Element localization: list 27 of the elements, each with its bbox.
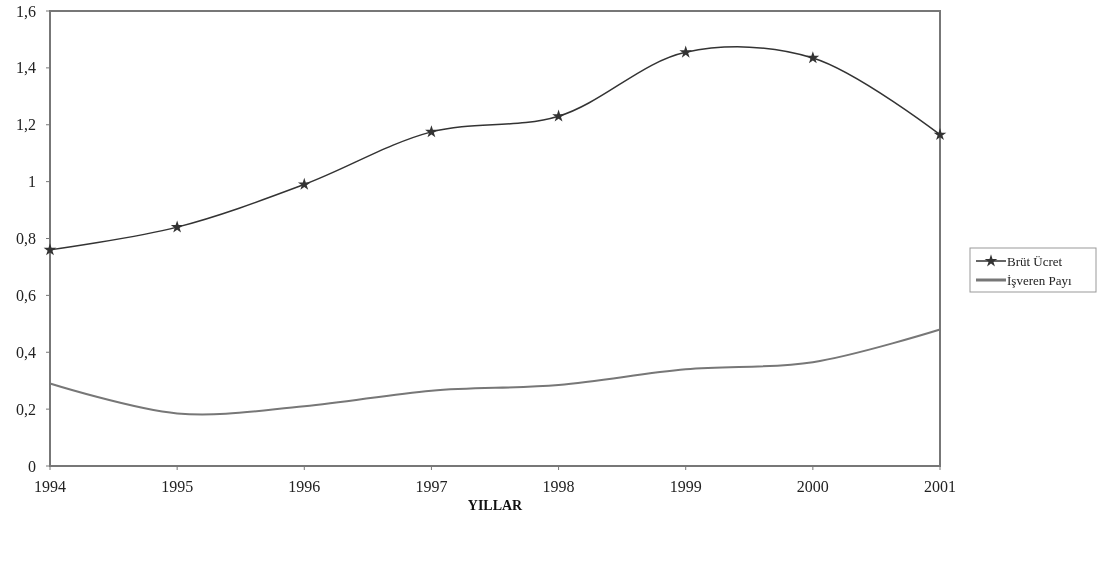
- x-tick-label: 1996: [288, 478, 321, 495]
- y-tick-label: 0,6: [16, 286, 36, 304]
- y-tick-label: 0,4: [16, 343, 36, 361]
- y-tick-label: 1,2: [16, 116, 36, 134]
- x-tick-label: 2001: [924, 478, 956, 495]
- x-tick-label: 1994: [34, 478, 66, 495]
- x-tick-label: 1999: [669, 478, 702, 495]
- y-tick-label: 0,2: [16, 400, 36, 418]
- point: [297, 177, 311, 190]
- point: [170, 220, 184, 233]
- legend-label: Brüt Ücret: [1007, 253, 1063, 269]
- point: [425, 125, 438, 138]
- point: [806, 51, 820, 64]
- x-axis-title: YILLAR: [467, 498, 524, 513]
- y-tick-label: 1,4: [16, 59, 36, 77]
- x-tick-label: 2000: [796, 478, 829, 495]
- legend-label: İşveren Payı: [1007, 272, 1073, 288]
- y-tick-label: 1: [28, 173, 36, 191]
- point: [43, 243, 57, 256]
- point: [552, 109, 565, 122]
- y-tick-label: 1,6: [16, 2, 36, 20]
- x-tick-label: 1998: [542, 478, 575, 495]
- x-tick-label: 1997: [415, 478, 448, 495]
- y-tick-label: 0: [28, 457, 36, 475]
- point: [679, 45, 693, 58]
- y-tick-label: 0,8: [16, 230, 36, 248]
- x-tick-label: 1995: [161, 478, 194, 495]
